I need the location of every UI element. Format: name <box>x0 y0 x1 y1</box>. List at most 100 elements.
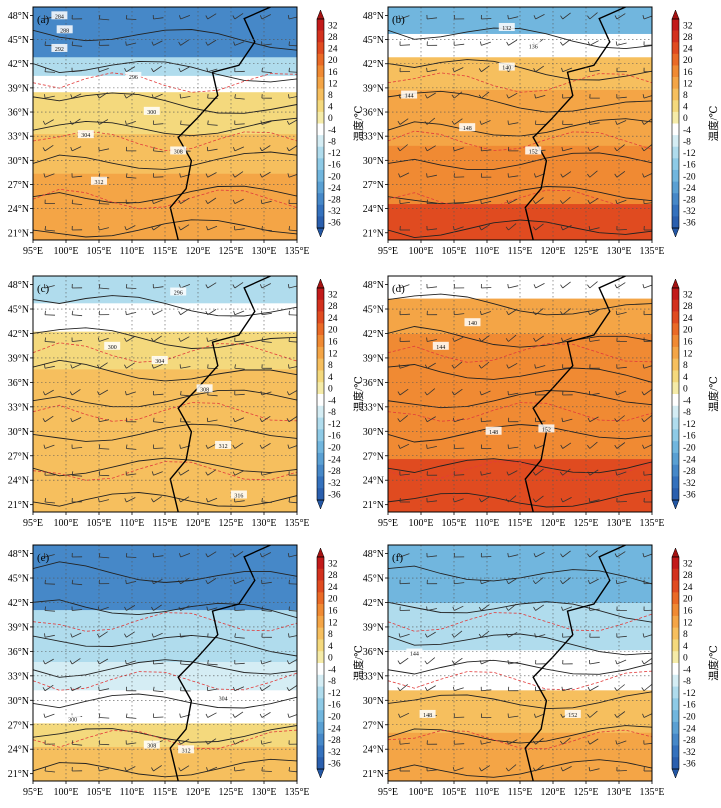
wind-barb <box>234 662 245 665</box>
wind-barb <box>288 684 297 692</box>
y-tick-label: 24°N <box>363 745 384 756</box>
wind-barb-flag <box>534 173 536 178</box>
wind-barb <box>427 769 438 772</box>
wind-barb-flag <box>587 714 591 718</box>
wind-barb-flag <box>261 766 263 772</box>
colorbar-tick-label: 4 <box>683 373 688 383</box>
wind-barb <box>481 200 492 205</box>
wind-barb <box>44 554 55 558</box>
wind-barb-flag <box>614 173 618 178</box>
wind-barb <box>454 474 465 476</box>
wind-barb <box>234 686 245 692</box>
wind-barb-flag <box>233 41 236 46</box>
wind-barb <box>562 67 573 73</box>
wind-barb <box>426 117 436 125</box>
contour-label: 304 <box>219 696 228 702</box>
wind-barb <box>589 197 599 204</box>
wind-barb-flag <box>506 364 509 369</box>
wind-barb <box>99 631 108 638</box>
colorbar-tick-label: 20 <box>683 56 693 66</box>
colorbar-swatch <box>672 394 679 407</box>
wind-barb-flag <box>426 337 428 342</box>
wind-barb <box>454 418 464 423</box>
colorbar-tick-label: 12 <box>328 79 338 89</box>
wind-barb <box>72 447 83 449</box>
wind-barb <box>562 308 571 316</box>
wind-barb <box>288 44 297 47</box>
x-tick-label: 110°E <box>120 787 145 798</box>
wind-barb <box>207 124 218 126</box>
wind-barb-flag <box>397 418 401 422</box>
y-tick-label: 30°N <box>8 427 29 438</box>
wind-barb <box>399 172 410 178</box>
wind-barb-flag <box>205 41 209 46</box>
wind-barb-flag <box>615 41 618 46</box>
wind-barb-flag <box>206 767 209 772</box>
y-tick-label: 21°N <box>363 769 384 780</box>
colorbar-swatch <box>317 193 324 206</box>
wind-barb <box>589 550 598 558</box>
wind-barb <box>72 70 83 73</box>
wind-barb <box>71 146 82 152</box>
x-tick-label: 100°E <box>408 518 433 529</box>
colorbar-swatch <box>672 181 679 194</box>
panel-label: (b) <box>392 14 405 26</box>
wind-barb <box>207 172 217 178</box>
x-tick-label: 135°E <box>639 518 664 529</box>
wind-barb-flag <box>71 41 74 46</box>
wind-barb-flag <box>424 391 428 396</box>
wind-barb <box>234 417 245 423</box>
colorbar-swatch <box>672 146 679 159</box>
wind-barb <box>153 123 164 125</box>
height-contour <box>33 599 297 619</box>
wind-barb-flag <box>641 660 645 665</box>
wind-barb <box>562 577 571 585</box>
colorbar-swatch <box>672 158 679 171</box>
wind-barb <box>535 95 546 99</box>
wind-barb <box>481 556 492 558</box>
panel-d: 140 144 148 152 (d) 95°E 100°E 105°E 110°E 115°E 1… <box>363 275 720 529</box>
wind-barb-flag <box>43 173 46 178</box>
colorbar-swatch <box>672 358 679 371</box>
colorbar-swatch <box>317 323 324 336</box>
wind-barb-flag <box>205 173 209 178</box>
wind-barb <box>99 658 109 665</box>
colorbar-tick-label: 32 <box>328 290 338 300</box>
wind-barb <box>426 685 436 692</box>
x-tick-label: 105°E <box>441 518 466 529</box>
colorbar-swatch <box>672 405 679 418</box>
wind-barb <box>454 43 465 46</box>
wind-barb <box>288 501 297 504</box>
wind-barb <box>180 224 190 231</box>
wind-barb-flag <box>479 660 482 665</box>
wind-barb-flag <box>560 553 564 558</box>
wind-barb-flag <box>426 444 428 449</box>
colorbar-tick-label: -8 <box>683 677 691 687</box>
colorbar-swatch <box>672 674 679 687</box>
wind-barb <box>399 118 409 125</box>
wind-barb-flag <box>587 284 591 289</box>
wind-barb-flag <box>233 310 236 315</box>
wind-barb-flag <box>452 146 455 151</box>
colorbar-tick-label: 12 <box>328 618 338 628</box>
wind-barb-flag <box>179 15 181 20</box>
contour-label: 144 <box>405 94 414 100</box>
wind-barb <box>44 501 56 504</box>
colorbar-tick-label: -28 <box>683 467 696 477</box>
y-tick-label: 30°N <box>8 156 29 167</box>
y-tick-label: 24°N <box>8 745 29 756</box>
wind-barb <box>261 43 272 46</box>
height-contour <box>33 151 297 170</box>
wind-barb-flag <box>261 225 263 231</box>
wind-barb <box>535 335 545 342</box>
wind-barb-flag <box>615 740 618 745</box>
wind-barb <box>72 314 83 317</box>
y-tick-label: 36°N <box>8 378 29 389</box>
colorbar-unit-label: 温度/℃ <box>707 376 720 412</box>
contour-label: 296 <box>129 75 138 81</box>
wind-barb-flag <box>43 713 46 718</box>
x-tick-label: 120°E <box>540 787 565 798</box>
y-tick-label: 42°N <box>363 329 384 340</box>
wind-barb <box>261 660 272 665</box>
